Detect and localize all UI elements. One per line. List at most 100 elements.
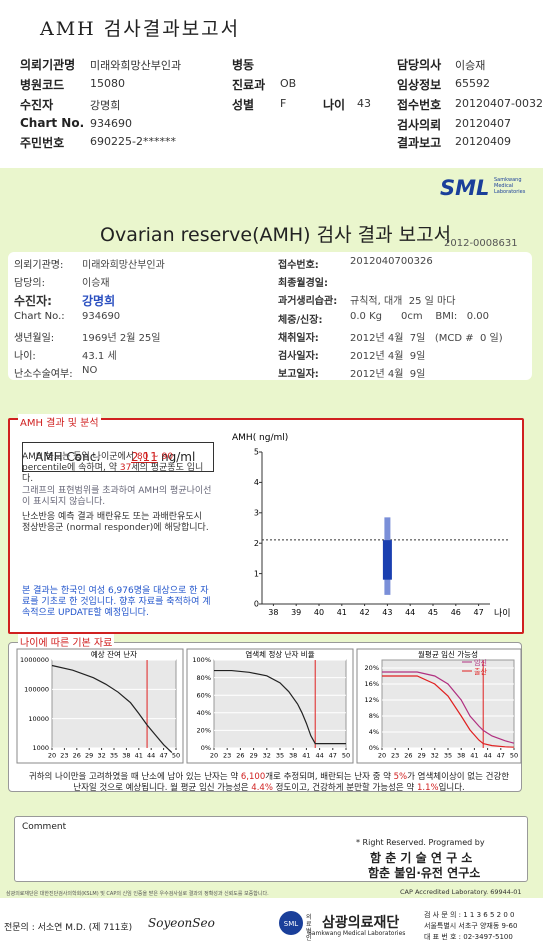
chart: 예상 잔여 난자 1000 10000 100000 1000000 20 23 26 29 32… bbox=[16, 648, 184, 764]
highlight: 6,100 bbox=[240, 772, 266, 782]
info-label: 채취일자: bbox=[278, 332, 319, 344]
x-tick-label: 29 bbox=[249, 752, 257, 760]
y-tick-label: 12% bbox=[365, 696, 379, 704]
y-tick-label: 10000 bbox=[28, 715, 49, 723]
address: 검 사 문 의 : 1 1 3 6 5 2 0 0 bbox=[424, 911, 515, 919]
info-label: 체중/신장: bbox=[278, 314, 323, 326]
logo-sub-line: Laboratories bbox=[494, 189, 526, 195]
x-tick-label: 41 bbox=[135, 752, 143, 760]
y-tick-label: 100% bbox=[192, 656, 211, 664]
info-label: 최종월경일: bbox=[278, 278, 328, 290]
highlight: 4.4% bbox=[251, 783, 273, 793]
x-tick-label: 41 bbox=[337, 608, 347, 617]
info-box bbox=[8, 252, 532, 380]
plot-area bbox=[213, 659, 347, 749]
text: percentile에 속하며, 약 bbox=[22, 463, 120, 473]
paragraph: AMH 농도는 동일 나이군에서 80 ~ 90 percentile에 속하며… bbox=[22, 452, 212, 485]
x-tick-label: 43 bbox=[382, 608, 392, 617]
x-tick-label: 44 bbox=[483, 752, 491, 760]
y-tick-label: 20% bbox=[197, 727, 211, 735]
y-tick-label: 0% bbox=[369, 744, 379, 752]
field-label: 진료과 bbox=[232, 78, 266, 92]
field-value: 미래와희망산부인과 bbox=[90, 59, 182, 72]
info-label: 검사일자: bbox=[278, 351, 319, 362]
x-tick-label: 35 bbox=[444, 752, 452, 760]
x-tick-label: 29 bbox=[85, 752, 93, 760]
x-tick-label: 50 bbox=[510, 752, 518, 760]
x-tick-label: 35 bbox=[110, 752, 118, 760]
y-tick-label: 2 bbox=[254, 539, 259, 548]
x-tick-label: 32 bbox=[97, 752, 105, 760]
text: 세의 평균농도 입니다. bbox=[22, 463, 204, 484]
chart: 염색체 정상 난자 비율 0% 20% 40% 60% 80% 100% 20 23 26 29 32… bbox=[186, 648, 354, 764]
chart-title: 월평균 임신 가능성 bbox=[418, 649, 478, 659]
paragraph: 그래프의 표현범위를 초과하여 AMH의 평균나이선이 표시되지 않습니다. bbox=[22, 486, 212, 508]
field-label: 의뢰기관명 bbox=[20, 58, 76, 72]
comment-label: Comment bbox=[22, 822, 67, 832]
x-tick-label: 50 bbox=[172, 752, 180, 760]
info-label: 난소수술여부: bbox=[14, 369, 73, 381]
paragraph: 본 결과는 한국인 여성 6,976명을 대상으로 한 자료를 기초로 한 것입… bbox=[22, 586, 212, 619]
info-value: 934690 bbox=[82, 310, 121, 322]
field-label: 성별 bbox=[232, 98, 255, 112]
y-tick-label: 40% bbox=[197, 709, 211, 717]
field-label: 병원코드 bbox=[20, 78, 65, 92]
x-tick-label: 32 bbox=[263, 752, 271, 760]
x-tick-label: 44 bbox=[315, 752, 323, 760]
y-tick-label: 4 bbox=[254, 478, 259, 487]
x-axis-label: 나이 bbox=[494, 608, 511, 619]
info-value: 규칙적, 대개 25 일 마다 bbox=[350, 296, 456, 308]
x-tick-label: 38 bbox=[457, 752, 465, 760]
field-label: 병동 bbox=[232, 58, 255, 72]
report-number: 2012-0008631 bbox=[444, 238, 518, 249]
highlight: 80 ~ 90 bbox=[136, 452, 174, 462]
y-tick-label: 100000 bbox=[24, 686, 49, 694]
x-tick-label: 38 bbox=[122, 752, 130, 760]
x-tick-label: 46 bbox=[451, 608, 461, 617]
x-tick-label: 20 bbox=[378, 752, 386, 760]
field-label: 주민번호 bbox=[20, 136, 65, 150]
x-tick-label: 38 bbox=[289, 752, 297, 760]
field-label: 나이 bbox=[323, 98, 346, 112]
legend-label: 임신 bbox=[474, 658, 487, 667]
text: 가 염색체이상이 없는 건강한 난자일 것으로 예상됩니다. 월 평균 임신 가… bbox=[73, 772, 510, 793]
text: 그래프의 표현범위를 초과하여 AMH의 평균나이선이 표시되지 않습니다. bbox=[22, 486, 212, 507]
x-tick-label: 47 bbox=[474, 608, 484, 617]
org-en: Samkwang Medical Laboratories bbox=[308, 930, 406, 937]
field-label: 수진자 bbox=[20, 98, 54, 112]
x-tick-label: 32 bbox=[431, 752, 439, 760]
logo: SML bbox=[440, 176, 490, 200]
x-tick-label: 47 bbox=[329, 752, 337, 760]
field-value: F bbox=[280, 97, 287, 110]
plot-area bbox=[381, 659, 515, 749]
info-value: NO bbox=[82, 365, 98, 377]
line bbox=[51, 664, 173, 753]
x-tick-label: 50 bbox=[342, 752, 350, 760]
y-tick-label: 1 bbox=[254, 569, 259, 578]
title: AMH 검사결과보고서 bbox=[40, 18, 241, 40]
field-value: OB bbox=[280, 77, 297, 90]
highlight: 5% bbox=[393, 772, 408, 782]
field-label: 접수번호 bbox=[397, 98, 442, 112]
x-tick-label: 45 bbox=[428, 608, 438, 617]
field-label: 결과보고 bbox=[397, 136, 442, 150]
line bbox=[382, 675, 515, 748]
info-value: 2012040700326 bbox=[350, 256, 433, 267]
x-tick-label: 20 bbox=[48, 752, 56, 760]
info-label: 나이: bbox=[14, 351, 36, 362]
info-label: Chart No.: bbox=[14, 310, 65, 322]
info-value: 1969년 2월 25일 bbox=[82, 332, 161, 344]
org-prefix: 의료법인 bbox=[306, 914, 312, 942]
chart-title: 예상 잔여 난자 bbox=[91, 649, 137, 659]
y-tick-label: 0% bbox=[201, 744, 211, 752]
summary: 귀하의 나이만을 고려하였을 때 난소에 남아 있는 난자는 약 6,100개로… bbox=[24, 772, 514, 794]
comment-box bbox=[14, 816, 528, 882]
text: 난소반응 예측 결과 배란유도 또는 과배란유도시 정상반응군 (normal … bbox=[22, 512, 209, 533]
info-label: 과거생리습관: bbox=[278, 296, 338, 308]
y-tick-label: 16% bbox=[365, 680, 379, 688]
footer: 전문의 : 서소연 M.D. (제 711호) SoyeonSeo SML 의료… bbox=[0, 898, 543, 947]
field-value: 15080 bbox=[90, 77, 125, 90]
plot-area bbox=[262, 452, 490, 604]
